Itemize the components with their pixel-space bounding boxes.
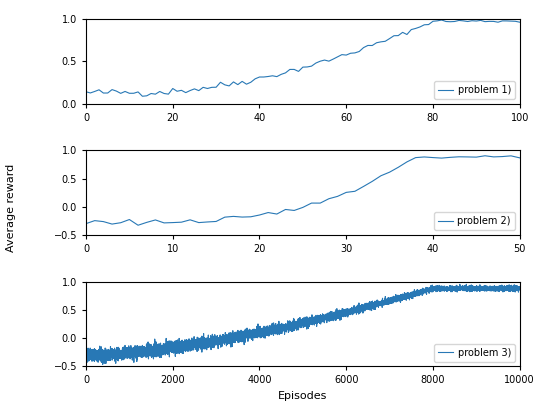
Legend: problem 3): problem 3) bbox=[434, 344, 515, 362]
Legend: problem 2): problem 2) bbox=[434, 213, 515, 230]
X-axis label: Episodes: Episodes bbox=[278, 391, 328, 401]
Legend: problem 1): problem 1) bbox=[434, 81, 515, 99]
Text: Average reward: Average reward bbox=[6, 164, 15, 252]
